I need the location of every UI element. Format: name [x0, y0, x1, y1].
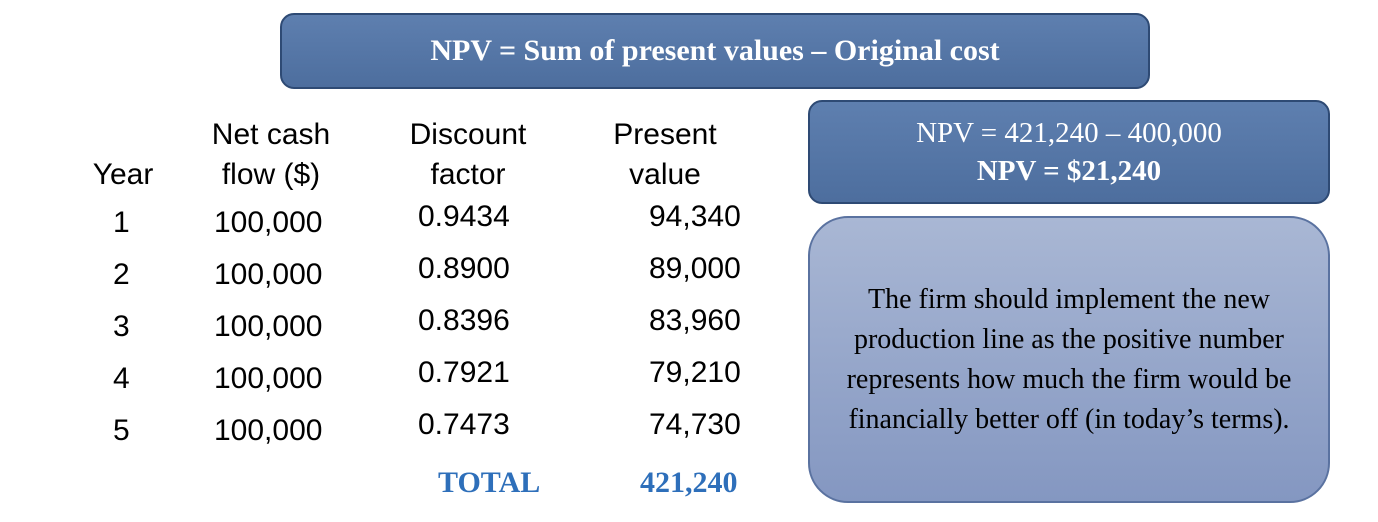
present-value-cell: 89,000	[649, 252, 741, 285]
header-present: Present value	[590, 115, 740, 195]
present-value-cell: 79,210	[649, 356, 741, 389]
formula-text: NPV = Sum of present values – Original c…	[430, 34, 1000, 67]
year-cell: 2	[113, 258, 130, 291]
present-value-cell: 94,340	[649, 200, 741, 233]
header-cash-flow: Net cash flow ($)	[196, 115, 346, 195]
header-cash-flow-line1: Net cash	[211, 118, 331, 151]
header-discount: Discount factor	[393, 115, 543, 195]
cash-flow-cell: 100,000	[214, 206, 323, 239]
discount-cell: 0.8900	[418, 252, 510, 285]
recommendation-box: The firm should implement the new produc…	[808, 216, 1330, 503]
discount-cell: 0.8396	[418, 304, 510, 337]
cash-flow-cell: 100,000	[214, 258, 323, 291]
discount-cell: 0.7473	[418, 408, 510, 441]
year-cell: 3	[113, 310, 130, 343]
year-cell: 4	[113, 362, 130, 395]
present-value-cell: 83,960	[649, 304, 741, 337]
npv-calculation: NPV = 421,240 – 400,000	[916, 117, 1222, 149]
header-cash-flow-line2: flow ($)	[221, 158, 321, 191]
header-year: Year	[92, 158, 154, 191]
total-label: TOTAL	[438, 466, 541, 499]
discount-cell: 0.9434	[418, 200, 510, 233]
npv-answer: NPV = $21,240	[976, 155, 1162, 187]
cash-flow-cell: 100,000	[214, 414, 323, 447]
present-value-cell: 74,730	[649, 408, 741, 441]
header-present-line1: Present	[613, 118, 717, 151]
cash-flow-cell: 100,000	[214, 362, 323, 395]
year-cell: 1	[113, 206, 130, 239]
header-discount-line1: Discount	[409, 118, 527, 151]
cash-flow-cell: 100,000	[214, 310, 323, 343]
header-present-line2: value	[629, 158, 701, 191]
year-cell: 5	[113, 414, 130, 447]
header-discount-line2: factor	[430, 158, 506, 191]
formula-banner: NPV = Sum of present values – Original c…	[280, 13, 1150, 89]
recommendation-text: The firm should implement the new produc…	[846, 283, 1292, 435]
discount-cell: 0.7921	[418, 356, 510, 389]
npv-result-box: NPV = 421,240 – 400,000 NPV = $21,240	[808, 100, 1330, 204]
total-value: 421,240	[640, 466, 738, 499]
